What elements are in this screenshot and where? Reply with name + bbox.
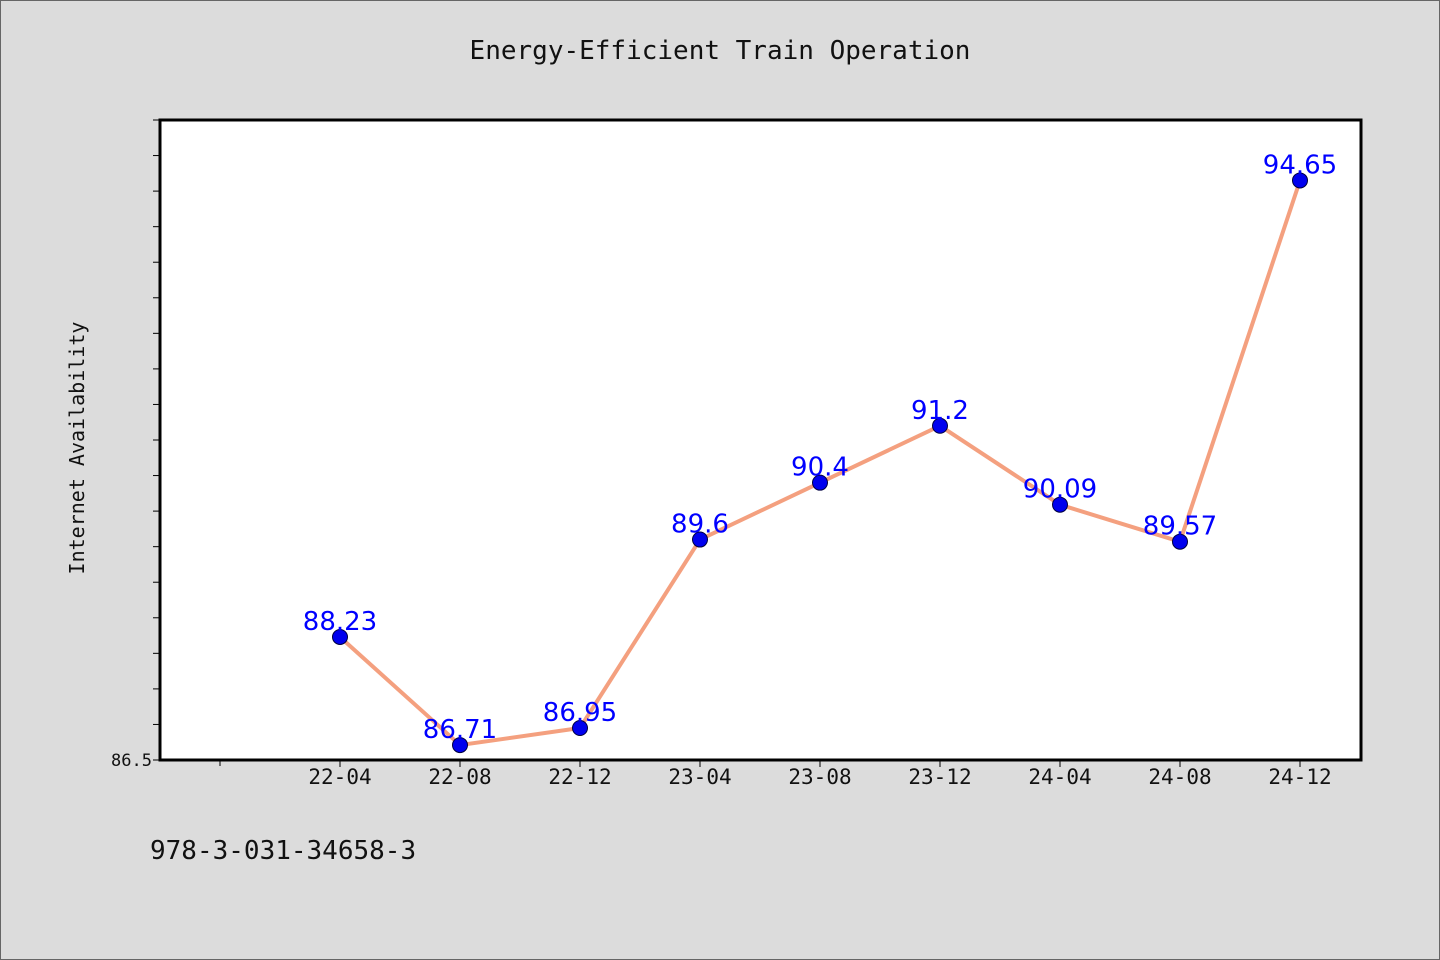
markers-group [332,172,1308,754]
data-label: 90.09 [1023,475,1097,505]
data-label: 90.4 [791,453,849,483]
data-label: 89.57 [1143,512,1217,542]
data-point [692,531,708,548]
data-point [1292,172,1308,189]
x-tick-label: 22-12 [548,765,611,789]
plot-area [158,118,1363,762]
data-label: 94.65 [1263,150,1337,180]
x-tick-label: 22-04 [308,765,371,789]
x-tick-label: 24-12 [1268,765,1331,789]
data-point [572,720,588,736]
data-point [452,737,468,754]
data-point [332,628,348,645]
y-axis-ticks: 86.5 [111,119,160,771]
x-tick-label: 23-12 [908,765,971,789]
x-tick-label: 23-08 [788,765,851,789]
data-label: 86.71 [423,715,497,745]
data-point [1172,533,1188,550]
data-label: 91.2 [911,396,969,426]
data-point [812,474,828,491]
data-label: 88.23 [303,607,377,637]
data-point [1052,496,1068,513]
chart-title: Energy-Efficient Train Operation [469,36,971,66]
data-labels-group: 88.23 86.71 86.95 89.6 90.4 91.2 90.09 89.57 94.… [303,150,1337,745]
x-tick-label: 23-04 [668,765,731,789]
data-label: 89.6 [671,510,729,540]
x-tick-label: 24-08 [1148,765,1211,789]
x-tick-label: 22-08 [428,765,491,789]
data-label: 86.95 [543,698,617,728]
x-tick-label: 24-04 [1028,765,1091,789]
x-axis-ticks: 22-04 22-08 22-12 23-04 23-08 23-12 24-04 24-08… [219,760,1332,789]
data-point [932,417,948,434]
footer-code: 978-3-031-34658-3 [150,836,417,866]
y-tick-label: 86.5 [111,751,152,771]
